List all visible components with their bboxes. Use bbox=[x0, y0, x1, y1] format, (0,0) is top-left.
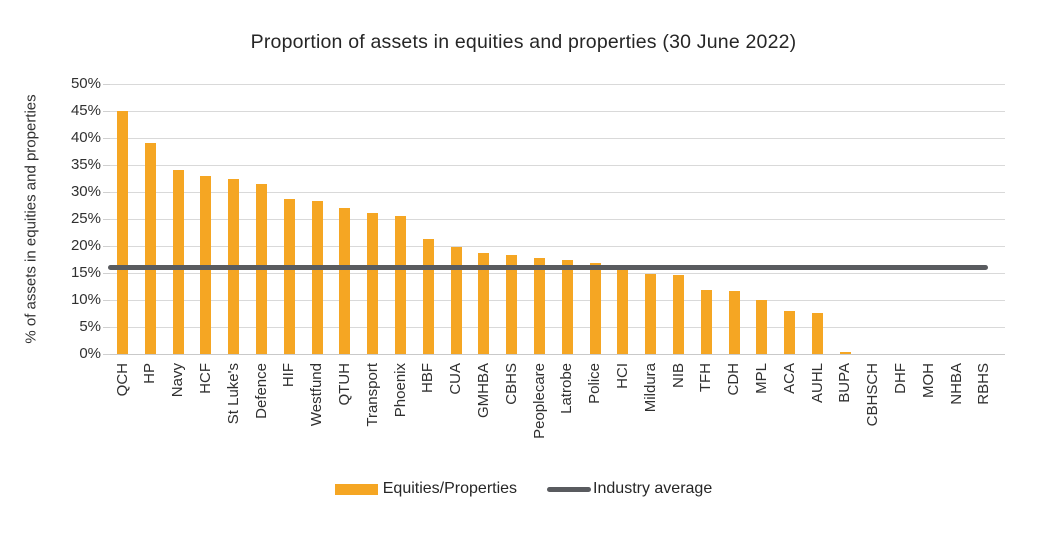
x-axis-label: Police bbox=[586, 363, 604, 404]
x-axis-label: Peoplecare bbox=[530, 363, 548, 439]
x-axis-label: Mildura bbox=[641, 363, 659, 413]
y-tick-mark bbox=[103, 327, 110, 328]
bar-gmhba bbox=[478, 253, 490, 354]
bar-mildura bbox=[645, 273, 657, 354]
y-tick-mark bbox=[103, 111, 110, 112]
chart-title: Proportion of assets in equities and pro… bbox=[250, 31, 797, 53]
bar-mpl bbox=[756, 300, 768, 354]
gridline bbox=[110, 111, 1005, 112]
bar-bupa bbox=[839, 351, 851, 354]
y-tick-mark bbox=[103, 273, 110, 274]
bar-hcf bbox=[200, 175, 212, 354]
legend-bar-swatch-icon bbox=[334, 483, 378, 495]
bar-tfh bbox=[700, 290, 712, 354]
y-tick-mark bbox=[103, 219, 110, 220]
bar-hci bbox=[617, 269, 629, 354]
gridline bbox=[110, 300, 1005, 301]
x-axis-label: HIF bbox=[280, 363, 298, 388]
bar-westfund bbox=[311, 200, 323, 354]
x-axis-label: Westfund bbox=[308, 363, 326, 427]
x-axis-label: ACA bbox=[780, 363, 798, 394]
x-axis-label: BUPA bbox=[836, 363, 854, 403]
bar-qtuh bbox=[339, 208, 351, 354]
bar-auhl bbox=[812, 312, 823, 354]
x-axis-label: QTUH bbox=[335, 363, 353, 406]
y-tick-label: 20% bbox=[70, 237, 101, 254]
bar-aca bbox=[784, 311, 796, 354]
y-tick-label: 30% bbox=[70, 183, 101, 200]
legend-label-equities-properties: Equities/Properties bbox=[382, 480, 518, 497]
x-axis-label: NHBA bbox=[947, 363, 965, 405]
x-axis-label: CUA bbox=[447, 363, 465, 395]
bar-cua bbox=[450, 247, 462, 354]
y-tick-mark bbox=[103, 246, 110, 247]
gridline bbox=[110, 219, 1005, 220]
bar-cbhs bbox=[506, 254, 518, 354]
x-axis-label: MPL bbox=[752, 363, 770, 394]
x-axis-label: Defence bbox=[252, 363, 270, 419]
y-tick-label: 50% bbox=[70, 75, 101, 92]
y-tick-label: 25% bbox=[70, 210, 101, 227]
y-tick-label: 45% bbox=[70, 102, 101, 119]
x-axis-label: DHF bbox=[891, 363, 909, 394]
x-axis-label: AUHL bbox=[808, 363, 826, 404]
y-tick-mark bbox=[103, 354, 110, 355]
legend: Equities/Properties Industry average bbox=[0, 478, 1047, 500]
gridline bbox=[110, 138, 1005, 139]
bar-hif bbox=[283, 199, 295, 354]
y-tick-mark bbox=[103, 138, 110, 139]
x-axis-label: RBHS bbox=[975, 363, 993, 405]
x-axis-label: NIB bbox=[669, 363, 687, 389]
x-axis-label: HBF bbox=[419, 363, 437, 393]
gridline bbox=[110, 327, 1005, 328]
x-axis-label: TFH bbox=[697, 363, 715, 393]
gridline bbox=[110, 246, 1005, 247]
x-axis-label: GMHBA bbox=[474, 363, 492, 419]
y-tick-label: 15% bbox=[70, 264, 101, 281]
x-axis-line bbox=[110, 354, 1005, 355]
y-tick-mark bbox=[103, 192, 110, 193]
bar-hp bbox=[144, 143, 156, 354]
legend-label-industry-average: Industry average bbox=[593, 480, 713, 497]
x-axis-label: St Luke's bbox=[224, 363, 242, 425]
bar-peoplecare bbox=[534, 257, 545, 354]
x-axis-label: QCH bbox=[113, 363, 131, 397]
bar-hbf bbox=[422, 238, 434, 354]
bar-transport bbox=[367, 212, 379, 354]
y-tick-label: 10% bbox=[70, 291, 101, 308]
x-axis-label: Transport bbox=[363, 363, 381, 427]
legend-line-swatch-icon bbox=[547, 486, 592, 492]
x-axis-label: MOH bbox=[919, 363, 937, 398]
y-tick-mark bbox=[103, 300, 110, 301]
industry-average-line bbox=[108, 265, 988, 271]
x-axis-label: Latrobe bbox=[558, 363, 576, 414]
gridline bbox=[110, 165, 1005, 166]
gridline bbox=[110, 192, 1005, 193]
bar-navy bbox=[172, 170, 184, 354]
y-tick-label: 40% bbox=[70, 129, 101, 146]
bar-latrobe bbox=[561, 260, 573, 354]
x-axis-label: CDH bbox=[725, 363, 743, 396]
x-axis-label: CBHS bbox=[502, 363, 520, 405]
bar-police bbox=[589, 263, 601, 354]
bar-cdh bbox=[728, 291, 740, 354]
x-axis-label: CBHSCH bbox=[864, 363, 882, 427]
x-axis-label: HCF bbox=[196, 363, 214, 394]
bar-nib bbox=[673, 274, 684, 354]
y-tick-label: 0% bbox=[79, 345, 101, 362]
y-tick-mark bbox=[103, 84, 110, 85]
y-tick-mark bbox=[103, 165, 110, 166]
x-axis-label: HP bbox=[141, 363, 159, 384]
x-axis-label: Phoenix bbox=[391, 363, 409, 418]
x-axis-label: Navy bbox=[169, 363, 187, 398]
x-axis-label: HCI bbox=[613, 363, 631, 389]
bar-phoenix bbox=[395, 215, 406, 354]
y-tick-label: 35% bbox=[70, 156, 101, 173]
plot-area bbox=[108, 84, 1005, 355]
gridline bbox=[110, 273, 1005, 274]
y-tick-label: 5% bbox=[79, 318, 101, 335]
bar-qch bbox=[117, 111, 128, 354]
gridline bbox=[110, 84, 1005, 85]
